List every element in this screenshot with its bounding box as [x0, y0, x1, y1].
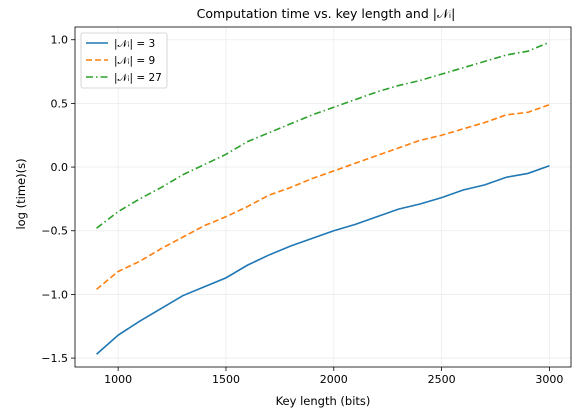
y-tick-label: 1.0 — [51, 34, 69, 47]
series-line-1 — [96, 165, 550, 355]
y-tick-label: −0.5 — [41, 225, 68, 238]
series-group — [96, 41, 550, 355]
series-line-3 — [96, 41, 550, 229]
x-tick-label: 1500 — [212, 373, 240, 386]
series-line-2 — [96, 103, 550, 290]
x-tick-label: 3000 — [535, 373, 563, 386]
axis-ticks: 1000 1500 2000 2500 3000 −1.5 −1.0 −0.5 0.0 0.5 1.… — [41, 34, 563, 386]
x-tick-label: 2000 — [320, 373, 348, 386]
x-axis-label: Key length (bits) — [276, 394, 371, 408]
legend-label-1: |𝒩ᵢ| = 3 — [114, 38, 155, 50]
grid — [75, 27, 571, 367]
legend-box — [80, 32, 168, 89]
y-tick-label: 0.5 — [51, 97, 69, 110]
plot-frame — [74, 26, 572, 368]
legend-label-2: |𝒩ᵢ| = 9 — [114, 55, 155, 67]
chart-title: Computation time vs. key length and |𝒩ᵢ| — [197, 6, 456, 21]
legend-label-3: |𝒩ᵢ| = 27 — [114, 72, 162, 84]
legend: |𝒩ᵢ| = 3 |𝒩ᵢ| = 9 |𝒩ᵢ| = 27 — [80, 32, 168, 89]
x-tick-label: 2500 — [428, 373, 456, 386]
y-tick-label: −1.5 — [41, 352, 68, 365]
y-tick-label: −1.0 — [41, 288, 68, 301]
y-tick-label: 0.0 — [51, 161, 69, 174]
y-axis-label: log (time)(s) — [14, 158, 28, 229]
x-tick-label: 1000 — [104, 373, 132, 386]
